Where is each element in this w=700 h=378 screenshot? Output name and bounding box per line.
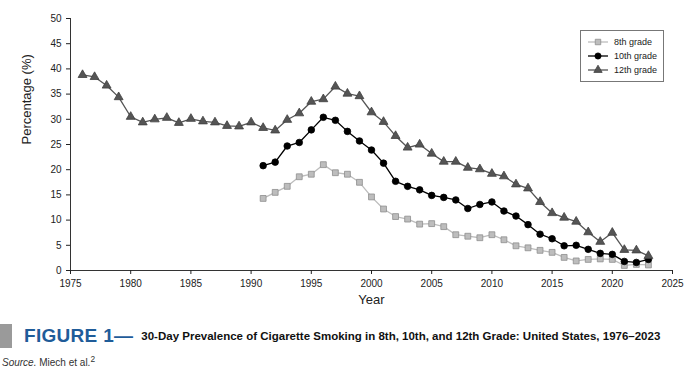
svg-text:15: 15	[50, 189, 62, 200]
svg-text:1985: 1985	[180, 278, 203, 289]
html-text:Source. Miech et al.2: Source. Miech et al.2	[2, 354, 95, 369]
html-text:10th grade: 10th grade	[614, 51, 657, 61]
svg-text:2025: 2025	[661, 278, 684, 289]
svg-text:1990: 1990	[240, 278, 263, 289]
svg-text:Year: Year	[358, 292, 385, 307]
svg-text:30: 30	[50, 114, 62, 125]
html-text:8th grade: 8th grade	[614, 37, 652, 47]
svg-text:2015: 2015	[541, 278, 564, 289]
svg-text:1975: 1975	[59, 278, 82, 289]
html-text:12th grade: 12th grade	[614, 65, 657, 75]
svg-text:25: 25	[50, 139, 62, 150]
svg-text:2020: 2020	[601, 278, 624, 289]
html-text:FIGURE 1— 30-Day Prevalence of: FIGURE 1— 30-Day Prevalence of Cigarette…	[24, 325, 661, 346]
svg-text:2000: 2000	[360, 278, 383, 289]
svg-text:Percentage (%): Percentage (%)	[19, 54, 34, 144]
svg-text:5: 5	[56, 240, 62, 251]
svg-text:50: 50	[50, 13, 62, 24]
svg-text:20: 20	[50, 164, 62, 175]
svg-text:45: 45	[50, 38, 62, 49]
svg-text:0: 0	[56, 265, 62, 276]
svg-text:1995: 1995	[300, 278, 323, 289]
svg-text:2005: 2005	[421, 278, 444, 289]
svg-text:40: 40	[50, 63, 62, 74]
svg-text:10: 10	[50, 214, 62, 225]
svg-text:2010: 2010	[481, 278, 504, 289]
svg-text:35: 35	[50, 88, 62, 99]
svg-text:1980: 1980	[120, 278, 143, 289]
